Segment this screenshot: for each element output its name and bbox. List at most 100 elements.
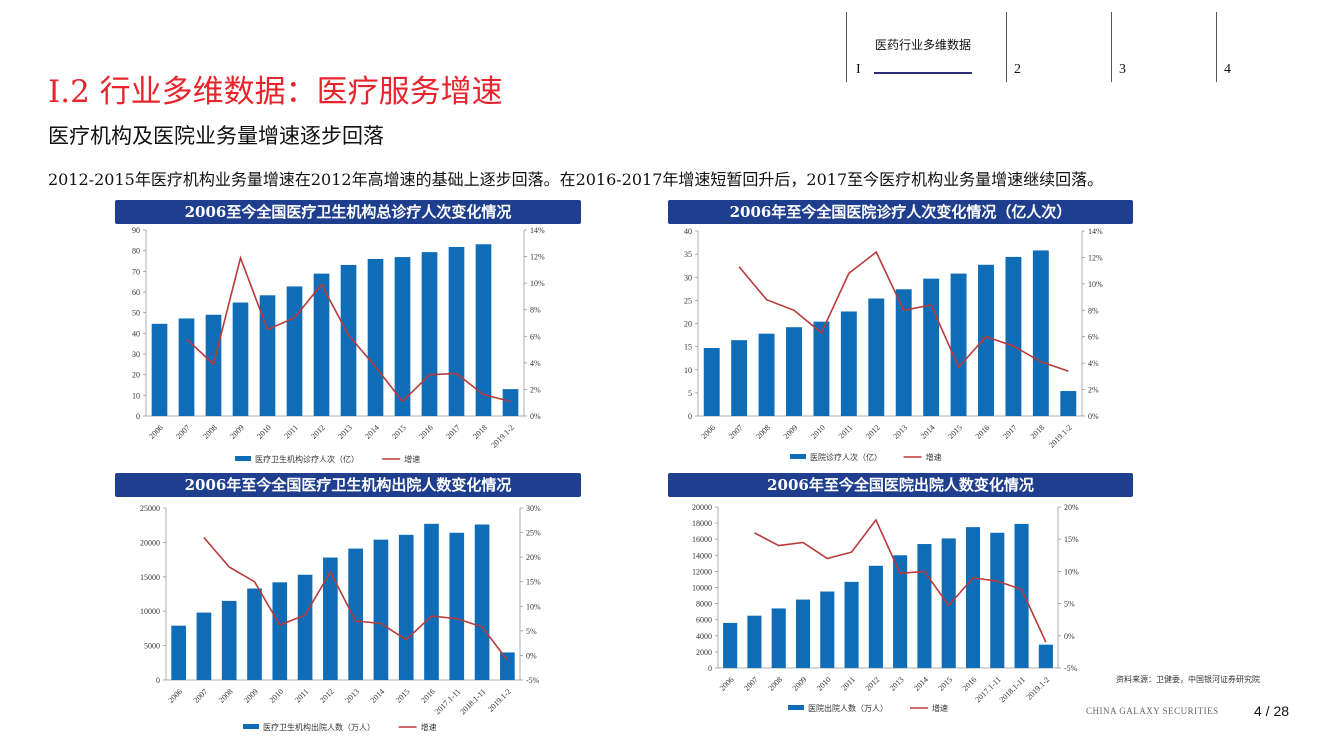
bar — [323, 557, 338, 680]
bar — [373, 539, 389, 680]
bar — [502, 389, 519, 416]
y-left-tick-label: 18000 — [692, 519, 712, 528]
y-right-tick-label: -5% — [1064, 664, 1078, 673]
x-tick-label: 2018 — [471, 423, 489, 441]
legend-line-label: 增速 — [421, 722, 437, 732]
x-tick-label: 2007 — [174, 423, 192, 441]
y-left-tick-label: 25000 — [140, 504, 160, 513]
y-right-tick-label: 15% — [1064, 535, 1079, 544]
bar — [1005, 256, 1022, 416]
x-tick-label: 2009 — [782, 423, 800, 441]
x-tick-label: 2019.1-2 — [1025, 675, 1052, 702]
y-right-tick-label: 25% — [526, 529, 541, 538]
y-right-tick-label: 10% — [1064, 567, 1079, 576]
legend-bar-label: 医疗卫生机构出院人数（万人） — [263, 722, 375, 732]
legend-line-label: 增速 — [926, 452, 942, 462]
y-left-tick-label: 5 — [688, 389, 692, 398]
y-right-tick-label: 2% — [530, 385, 541, 394]
bar — [178, 318, 195, 416]
nav-item-2[interactable]: 2 — [1014, 62, 1021, 77]
chart-3-title: 2006年至今全国医疗卫生机构出院人数变化情况 — [115, 473, 581, 497]
x-tick-label: 2008 — [766, 675, 784, 693]
bar — [500, 652, 515, 680]
y-right-tick-label: 20% — [526, 553, 541, 562]
bar — [990, 532, 1005, 668]
x-tick-label: 2006 — [718, 675, 736, 693]
x-tick-label: 2012 — [864, 423, 882, 441]
y-left-tick-label: 35 — [684, 250, 692, 259]
bar — [449, 532, 465, 680]
nav-divider — [846, 12, 847, 82]
x-tick-label: 2006 — [699, 423, 717, 441]
y-left-tick-label: 0 — [136, 412, 140, 421]
bar — [1060, 391, 1077, 416]
y-left-tick-label: 6000 — [696, 616, 712, 625]
x-tick-label: 2010 — [815, 675, 833, 693]
x-tick-label: 2008 — [217, 687, 235, 705]
x-tick-label: 2018 — [1029, 423, 1047, 441]
x-tick-label: 2009 — [791, 675, 809, 693]
x-tick-label: 2008 — [754, 423, 772, 441]
x-tick-label: 2007 — [742, 675, 760, 693]
y-left-tick-label: 15 — [684, 343, 692, 352]
y-left-tick-label: 60 — [132, 288, 140, 297]
y-right-tick-label: 0% — [526, 651, 537, 660]
x-tick-label: 2014 — [912, 675, 930, 693]
growth-line — [754, 518, 1047, 643]
y-right-tick-label: 2% — [1088, 386, 1099, 395]
nav-active-title[interactable]: 医药行业多维数据 — [875, 38, 972, 52]
bar — [703, 348, 720, 416]
x-tick-label: 2019.1-2 — [489, 423, 516, 450]
x-tick-label: 2006 — [166, 687, 184, 705]
nav-item-1[interactable]: I — [856, 62, 861, 77]
bar — [196, 612, 212, 680]
y-left-tick-label: 10 — [132, 391, 140, 400]
x-tick-label: 2011 — [282, 423, 299, 440]
bar — [820, 591, 835, 668]
bar — [941, 538, 956, 668]
legend-bar-label: 医院出院人数（万人） — [808, 703, 888, 713]
y-left-tick-label: 10000 — [140, 607, 160, 616]
nav-item-3[interactable]: 3 — [1119, 62, 1126, 77]
bar — [771, 608, 786, 668]
x-tick-label: 2013 — [888, 675, 906, 693]
y-left-tick-label: 0 — [708, 664, 712, 673]
y-right-tick-label: 5% — [526, 627, 537, 636]
nav-item-4[interactable]: 4 — [1224, 62, 1231, 77]
y-left-tick-label: 0 — [156, 676, 160, 685]
y-left-tick-label: 20 — [684, 320, 692, 329]
bar — [1038, 644, 1053, 668]
y-right-tick-label: 8% — [530, 306, 541, 315]
bar — [232, 302, 249, 416]
y-right-tick-label: 14% — [1088, 227, 1103, 236]
bar — [272, 582, 288, 680]
x-tick-label: 2011 — [840, 675, 857, 692]
bar — [424, 523, 439, 680]
source-note: 资料来源：卫健委，中国银河证券研究院 — [1116, 675, 1260, 684]
y-left-tick-label: 16000 — [692, 535, 712, 544]
bar — [247, 588, 262, 680]
x-tick-label: 2015 — [936, 675, 954, 693]
bar — [474, 524, 490, 680]
x-tick-label: 2012 — [864, 675, 882, 693]
y-left-tick-label: 30 — [684, 273, 692, 282]
bar — [286, 286, 303, 416]
y-right-tick-label: 10% — [526, 602, 541, 611]
nav-active-indicator — [874, 72, 972, 74]
page-title: I.2 行业多维数据：医疗服务增速 — [48, 74, 503, 110]
growth-line — [738, 250, 1069, 372]
y-right-tick-label: 6% — [530, 332, 541, 341]
x-tick-label: 2017.1-11 — [433, 687, 462, 716]
x-tick-label: 2010 — [809, 423, 827, 441]
bar — [840, 311, 857, 416]
bar — [723, 622, 738, 668]
x-tick-label: 2017 — [444, 423, 462, 441]
chart-medical-institution-discharges: 0 5000 10000 15000 20000 25000 -5% 0% 5% 10% 15% 20… — [140, 504, 541, 732]
legend-line-label: 增速 — [932, 703, 948, 713]
y-left-tick-label: 20000 — [140, 538, 160, 547]
chart-1-title: 2006至今全国医疗卫生机构总诊疗人次变化情况 — [115, 200, 581, 224]
footer-brand: CHINA GALAXY SECURITIES — [1086, 706, 1219, 716]
y-right-tick-label: -5% — [526, 676, 540, 685]
y-left-tick-label: 20000 — [692, 503, 712, 512]
y-left-tick-label: 0 — [688, 412, 692, 421]
